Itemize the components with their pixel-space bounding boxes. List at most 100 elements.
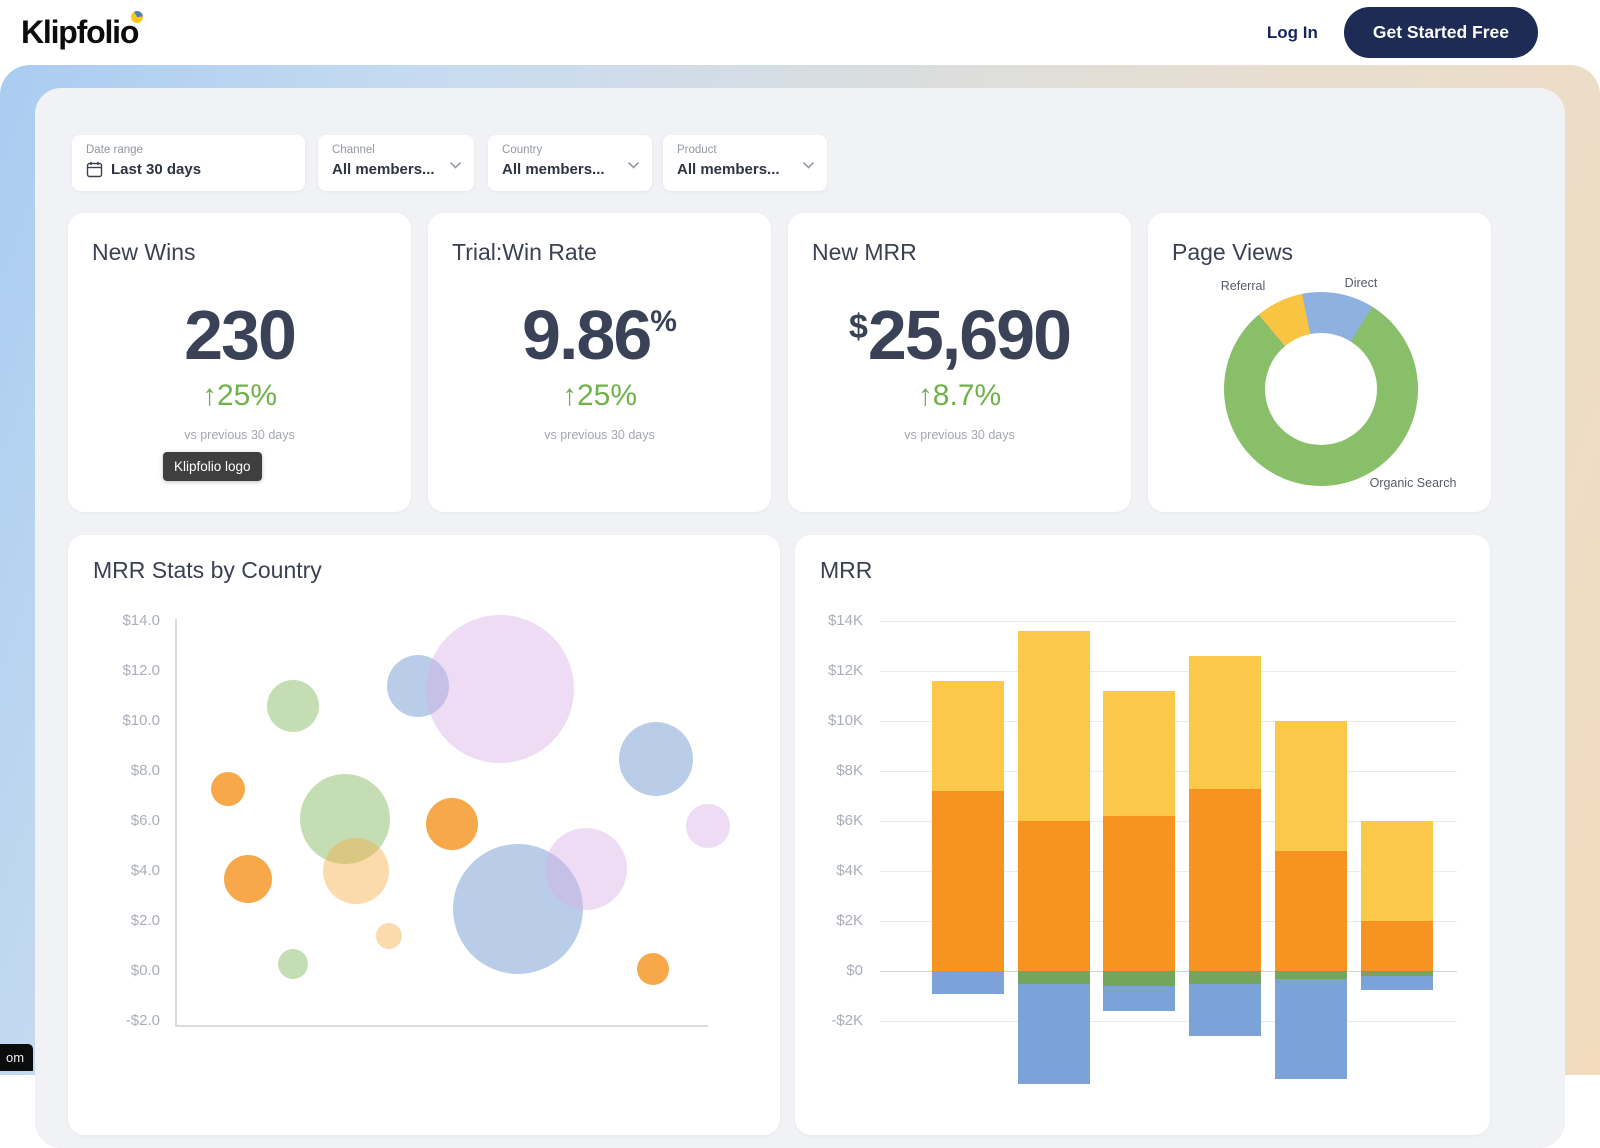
chevron-down-icon [450,162,461,169]
chevron-down-icon [803,162,814,169]
kpi-value: 230 [184,296,297,374]
y-tick-label: -$2K [831,1012,863,1029]
y-tick-label: $2K [836,912,863,929]
gridline [880,1021,1457,1022]
bubble-green [277,948,308,979]
bar-segment-orange [1017,821,1090,971]
logo-alt-tooltip: Klipfolio logo [163,452,262,481]
kpi-card-new-mrr: New MRR $25,690 ↑8.7% vs previous 30 day… [788,213,1131,512]
header-actions: Log In Get Started Free [1267,7,1538,58]
bar-segment-blue [1189,983,1262,1036]
donut-label-organic-search: Organic Search [1369,476,1457,490]
kpi-note: vs previous 30 days [184,428,295,442]
filter-label: Date range [86,144,143,156]
y-tick-label: $12K [827,662,863,679]
bubble-purple [426,614,575,763]
y-tick-label: $4K [836,862,863,879]
y-tick-label: $0 [846,962,863,979]
kpi-note: vs previous 30 days [904,428,1015,442]
bubble-purple [544,827,627,910]
bar-segment-yellow [1103,691,1176,816]
y-tick-label: -$2.0 [125,1012,160,1029]
bar-segment-blue [932,971,1004,994]
filter-value: All members... [332,161,435,178]
bar-segment-yellow [1017,631,1090,821]
bubble-orange [210,771,245,806]
bar-segment-orange [1360,921,1433,971]
y-tick-label: $6.0 [130,812,160,829]
bar-segment-blue [1274,978,1347,1079]
y-tick-label: $2.0 [130,912,160,929]
bar-segment-yellow [932,681,1004,791]
country-filter[interactable]: Country All members... [488,135,652,191]
login-link[interactable]: Log In [1266,22,1318,42]
bar-segment-orange [1274,851,1347,971]
x-axis-line [175,1025,708,1027]
y-tick-label: $4.0 [130,862,160,879]
bar-segment-green [1189,971,1262,984]
bar-segment-orange [932,791,1004,971]
filter-label: Product [677,144,717,156]
bar-segment-orange [1189,788,1262,971]
y-tick-label: $8.0 [130,762,160,779]
y-tick-label: $6K [836,812,863,829]
dashboard-panel: Date range Last 30 days Channel All memb… [35,88,1565,1148]
bubble-tan [375,923,402,949]
gridline [880,671,1457,672]
mrr-bubble-chart: $14.0 $12.0 $10.0 $8.0 $6.0 $4.0 $2.0 $0.0 -$2.0 [68,535,780,1135]
kpi-title: New MRR [812,239,917,265]
kpi-title: Trial:Win Rate [452,239,597,265]
bar-segment-orange [1103,816,1176,971]
gridline [880,621,1457,622]
y-tick-label: $14.0 [122,612,160,629]
kpi-delta: ↑8.7% [917,379,1002,412]
product-filter[interactable]: Product All members... [663,135,827,191]
kpi-card-trial-win-rate: Trial:Win Rate 9.86% ↑25% vs previous 30… [428,213,771,512]
calendar-icon [86,161,103,178]
bar-segment-green [1274,971,1347,979]
y-tick-label: $14K [827,612,863,629]
browser-status-bar: om [0,1044,34,1071]
site-header: Klipfolio Log In Get Started Free [0,0,1600,65]
y-tick-label: $12.0 [122,662,160,679]
filter-value: All members... [502,161,605,178]
klipfolio-logo[interactable]: Klipfolio [21,11,144,51]
page-views-donut [1224,292,1418,486]
chart-title: Page Views [1172,239,1294,265]
bar-segment-yellow [1189,656,1262,789]
mrr-bar-chart: $14K $12K $10K $8K $6K $4K $2K $0 -$2K [795,535,1490,1135]
y-axis-line [175,619,177,1025]
bubble-orange [637,952,670,985]
logo-text: Klipfolio [21,14,139,50]
kpi-card-page-views: Page Views Referral Direct Organic Searc… [1148,213,1491,512]
y-tick-label: $8K [836,762,863,779]
kpi-value: 9.86% [522,296,677,374]
bubble-green [266,680,319,732]
bar-segment-green [1360,971,1433,976]
bar-segment-green [1103,971,1176,986]
bubble-blue [618,721,693,796]
mrr-card: $14K $12K $10K $8K $6K $4K $2K $0 -$2K MRR [795,535,1490,1135]
bubble-blue [387,655,450,717]
bubble-tan [323,838,390,904]
bubble-purple [686,804,730,848]
date-range-filter[interactable]: Date range Last 30 days [72,135,305,191]
bar-segment-yellow [1360,821,1433,921]
get-started-button[interactable]: Get Started Free [1343,7,1538,58]
bar-segment-blue [1360,976,1433,990]
bubble-blue [452,843,583,974]
donut-label-direct: Direct [1344,276,1378,290]
bubble-orange [426,797,479,850]
logo-dot-icon [131,11,144,23]
kpi-delta: ↑25% [561,379,638,412]
donut-label-referral: Referral [1220,279,1266,293]
bubble-orange [224,854,273,903]
bar-segment-blue [1103,986,1176,1011]
y-tick-label: $0.0 [130,962,160,979]
bar-segment-green [1017,971,1090,984]
channel-filter[interactable]: Channel All members... [318,135,474,191]
filter-label: Country [502,144,543,156]
kpi-title: New Wins [92,239,196,265]
filter-value: Last 30 days [111,161,202,178]
filter-value: All members... [677,161,780,178]
